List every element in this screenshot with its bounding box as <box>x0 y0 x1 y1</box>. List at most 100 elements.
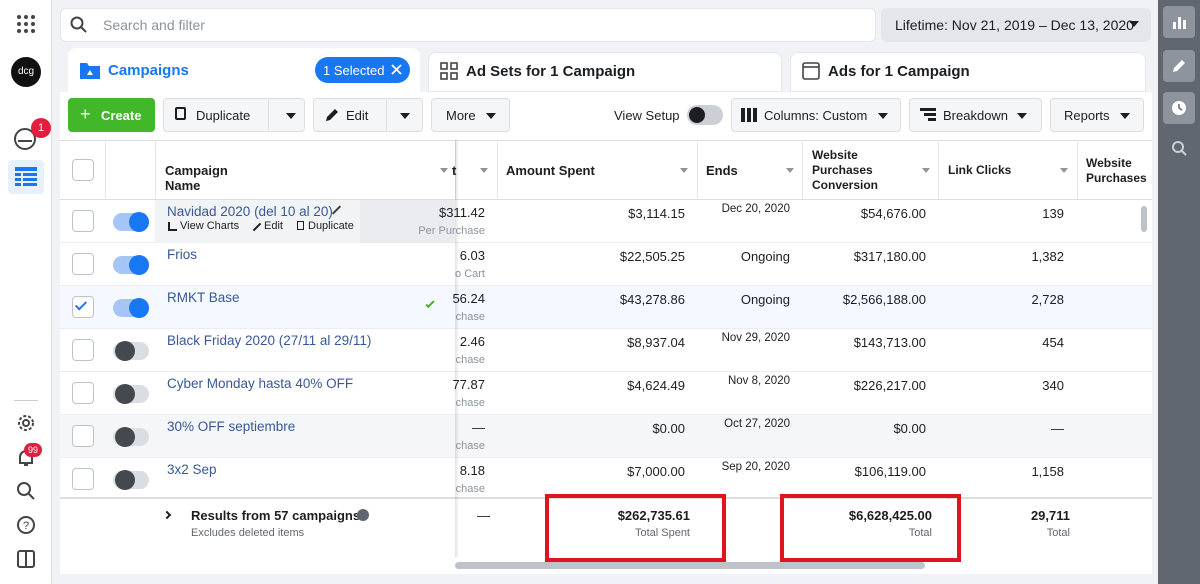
column-header[interactable]: Link Clicks <box>948 163 1012 177</box>
campaign-name[interactable]: Cyber Monday hasta 40% OFF <box>167 376 354 391</box>
header-checkbox[interactable] <box>72 159 94 181</box>
amount-spent: $0.00 <box>652 421 685 436</box>
results-title: Results from 57 campaigns <box>191 508 361 523</box>
columns-icon <box>741 108 757 122</box>
row-action[interactable]: View Charts <box>180 220 240 232</box>
table-row[interactable] <box>60 415 1152 458</box>
column-header[interactable]: Amount Spent <box>506 163 595 178</box>
caret <box>400 113 410 119</box>
search-bar[interactable] <box>60 8 876 42</box>
row-action[interactable]: Duplicate <box>308 220 354 232</box>
toggle-knob <box>689 107 705 123</box>
result-type: chase <box>455 483 485 495</box>
result-type: Per Purchase <box>418 225 485 237</box>
meter-icon[interactable] <box>13 126 39 152</box>
toggle-knob <box>129 298 149 318</box>
highlight-box <box>780 494 961 562</box>
caret <box>1120 113 1130 119</box>
zoom-icon[interactable] <box>1171 140 1187 156</box>
ads-tab[interactable] <box>790 52 1146 92</box>
result-type: chase <box>455 440 485 452</box>
caret <box>1017 113 1027 119</box>
notification-badge: 1 <box>31 118 51 138</box>
adsets-tab[interactable] <box>428 52 782 92</box>
tab-label: Ad Sets for 1 Campaign <box>466 63 636 80</box>
conversion: $106,119.00 <box>854 464 926 479</box>
result: 6.03 <box>459 248 485 263</box>
settings-icon[interactable] <box>16 413 36 433</box>
column-header[interactable]: Campaign Name <box>165 163 228 193</box>
result: $311.42 <box>438 205 485 220</box>
account-avatar[interactable]: dcg <box>11 57 41 87</box>
conversion: $54,676.00 <box>860 206 926 221</box>
split-divider <box>268 100 269 130</box>
campaign-name[interactable]: 30% OFF septiembre <box>167 419 296 434</box>
amount-spent: $43,278.86 <box>619 292 685 307</box>
result-type: chase <box>455 354 485 366</box>
table-row[interactable] <box>60 286 1152 329</box>
row-checkbox[interactable] <box>72 296 94 318</box>
amount-spent: $8,937.04 <box>627 335 685 350</box>
columns-button[interactable] <box>731 98 901 132</box>
conversion: $226,217.00 <box>853 378 926 393</box>
more-button[interactable] <box>431 98 510 132</box>
ends: Sep 20, 2020 <box>721 461 790 473</box>
search-placeholder: Search and filter <box>103 17 205 33</box>
search-nav-icon[interactable] <box>16 481 36 501</box>
row-checkbox[interactable] <box>72 468 94 490</box>
row-checkbox[interactable] <box>72 339 94 361</box>
campaign-name[interactable]: RMKT Base <box>167 290 240 305</box>
result-type: chase <box>455 397 485 409</box>
campaign-name[interactable]: 3x2 Sep <box>167 462 217 477</box>
selected-pill[interactable] <box>315 57 410 83</box>
row-checkbox[interactable] <box>72 382 94 404</box>
table-icon <box>15 167 37 186</box>
campaign-name[interactable]: Navidad 2020 (del 10 al 20) <box>167 204 333 219</box>
column-header[interactable]: Website Purchases Conversion <box>812 148 879 192</box>
conversion-total-label: Total <box>908 527 932 539</box>
campaign-name[interactable]: Frios <box>167 247 197 262</box>
info-icon <box>357 509 369 521</box>
sort-caret <box>922 168 930 173</box>
campaign-name[interactable]: Black Friday 2020 (27/11 al 29/11) <box>167 333 372 348</box>
ends: Nov 8, 2020 <box>727 375 790 387</box>
ads-icon <box>802 62 820 80</box>
clear-icon[interactable] <box>391 64 402 75</box>
panel-icon[interactable] <box>16 549 36 569</box>
column-header[interactable]: t <box>452 163 552 178</box>
row-checkbox[interactable] <box>72 425 94 447</box>
result-total: — <box>477 508 490 523</box>
create-button[interactable] <box>68 98 155 132</box>
clicks-total: 29,711 <box>1030 508 1070 523</box>
apps-icon[interactable] <box>16 14 36 34</box>
breakdown-icon <box>920 108 936 121</box>
amount-total-label: Total Spent <box>634 527 690 539</box>
table-nav-active[interactable] <box>8 160 44 194</box>
table-row[interactable] <box>60 243 1152 286</box>
result: 8.18 <box>459 463 485 478</box>
table-row[interactable] <box>60 329 1152 372</box>
scrollbar[interactable] <box>455 562 925 569</box>
button-label: Breakdown <box>943 108 1009 123</box>
column-header[interactable]: Ends <box>706 163 738 178</box>
toggle-knob <box>115 470 135 490</box>
button-label: Create <box>101 108 142 123</box>
date-range-button[interactable] <box>881 8 1151 42</box>
column-header[interactable]: Website Purchases <box>1086 156 1147 185</box>
frozen-pane-shadow <box>455 140 459 557</box>
vertical-scrollbar[interactable] <box>1141 206 1147 232</box>
clock-icon <box>1172 101 1186 115</box>
result-type: chase <box>455 311 485 323</box>
result-type: o Cart <box>455 268 485 280</box>
link-clicks: — <box>1051 421 1064 436</box>
row-checkbox[interactable] <box>72 253 94 275</box>
result: 56.24 <box>452 291 485 306</box>
adsets-icon <box>440 62 458 80</box>
duplicate-button[interactable] <box>163 98 305 132</box>
table-row[interactable] <box>60 372 1152 415</box>
sort-caret <box>680 168 688 173</box>
row-action[interactable]: Edit <box>264 220 283 232</box>
row-checkbox[interactable] <box>72 210 94 232</box>
help-icon[interactable]: ? <box>16 515 36 535</box>
